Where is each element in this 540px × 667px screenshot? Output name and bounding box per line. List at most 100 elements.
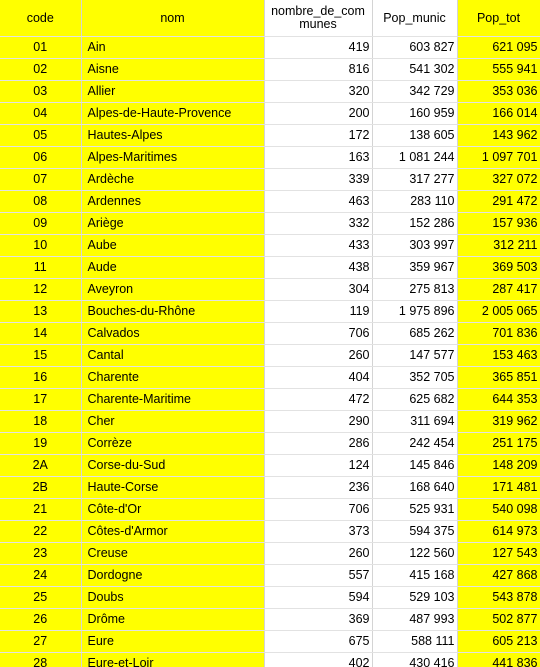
cell-nom[interactable]: Alpes-Maritimes [81,146,265,169]
cell-pop-tot[interactable]: 287 417 [457,278,540,301]
cell-code[interactable]: 07 [0,168,82,191]
cell-nom[interactable]: Corrèze [81,432,265,455]
cell-nom[interactable]: Dordogne [81,564,265,587]
cell-pop-tot[interactable]: 127 543 [457,542,540,565]
cell-nom[interactable]: Bouches-du-Rhône [81,300,265,323]
cell-nombre-de-communes[interactable]: 369 [264,608,373,631]
cell-code[interactable]: 04 [0,102,82,125]
cell-pop-tot[interactable]: 143 962 [457,124,540,147]
cell-pop-tot[interactable]: 319 962 [457,410,540,433]
cell-nombre-de-communes[interactable]: 260 [264,542,373,565]
cell-nombre-de-communes[interactable]: 402 [264,652,373,667]
cell-pop-munic[interactable]: 342 729 [372,80,458,103]
cell-nom[interactable]: Alpes-de-Haute-Provence [81,102,265,125]
cell-nombre-de-communes[interactable]: 706 [264,498,373,521]
cell-nombre-de-communes[interactable]: 816 [264,58,373,81]
cell-nom[interactable]: Ain [81,36,265,59]
cell-nom[interactable]: Corse-du-Sud [81,454,265,477]
cell-code[interactable]: 21 [0,498,82,521]
cell-nom[interactable]: Aube [81,234,265,257]
cell-pop-munic[interactable]: 588 111 [372,630,458,653]
cell-code[interactable]: 09 [0,212,82,235]
header-pop-tot[interactable]: Pop_tot [457,0,540,37]
cell-pop-munic[interactable]: 1 975 896 [372,300,458,323]
cell-nom[interactable]: Ardèche [81,168,265,191]
cell-pop-tot[interactable]: 441 836 [457,652,540,667]
cell-code[interactable]: 16 [0,366,82,389]
cell-pop-tot[interactable]: 369 503 [457,256,540,279]
cell-nombre-de-communes[interactable]: 172 [264,124,373,147]
header-nombre-de-communes[interactable]: nombre_de_communes [264,0,373,37]
cell-nombre-de-communes[interactable]: 463 [264,190,373,213]
cell-pop-tot[interactable]: 605 213 [457,630,540,653]
cell-pop-munic[interactable]: 415 168 [372,564,458,587]
cell-nom[interactable]: Charente-Maritime [81,388,265,411]
cell-nom[interactable]: Creuse [81,542,265,565]
header-code[interactable]: code [0,0,82,37]
cell-pop-munic[interactable]: 275 813 [372,278,458,301]
cell-code[interactable]: 14 [0,322,82,345]
cell-pop-munic[interactable]: 283 110 [372,190,458,213]
cell-code[interactable]: 08 [0,190,82,213]
cell-pop-tot[interactable]: 327 072 [457,168,540,191]
cell-nombre-de-communes[interactable]: 675 [264,630,373,653]
cell-pop-tot[interactable]: 543 878 [457,586,540,609]
cell-code[interactable]: 10 [0,234,82,257]
cell-nombre-de-communes[interactable]: 433 [264,234,373,257]
cell-pop-munic[interactable]: 160 959 [372,102,458,125]
cell-nom[interactable]: Haute-Corse [81,476,265,499]
cell-pop-tot[interactable]: 153 463 [457,344,540,367]
cell-nombre-de-communes[interactable]: 419 [264,36,373,59]
cell-pop-munic[interactable]: 525 931 [372,498,458,521]
cell-pop-munic[interactable]: 152 286 [372,212,458,235]
cell-nom[interactable]: Ardennes [81,190,265,213]
cell-pop-munic[interactable]: 317 277 [372,168,458,191]
cell-nom[interactable]: Ariège [81,212,265,235]
cell-pop-tot[interactable]: 312 211 [457,234,540,257]
cell-code[interactable]: 11 [0,256,82,279]
cell-nombre-de-communes[interactable]: 320 [264,80,373,103]
header-nom[interactable]: nom [81,0,265,37]
cell-nombre-de-communes[interactable]: 304 [264,278,373,301]
cell-pop-tot[interactable]: 353 036 [457,80,540,103]
cell-pop-munic[interactable]: 122 560 [372,542,458,565]
cell-code[interactable]: 24 [0,564,82,587]
cell-nom[interactable]: Charente [81,366,265,389]
cell-code[interactable]: 05 [0,124,82,147]
cell-code[interactable]: 17 [0,388,82,411]
cell-nombre-de-communes[interactable]: 438 [264,256,373,279]
cell-code[interactable]: 15 [0,344,82,367]
cell-pop-tot[interactable]: 644 353 [457,388,540,411]
cell-pop-tot[interactable]: 1 097 701 [457,146,540,169]
cell-code[interactable]: 28 [0,652,82,667]
cell-code[interactable]: 03 [0,80,82,103]
cell-code[interactable]: 2B [0,476,82,499]
cell-nom[interactable]: Aveyron [81,278,265,301]
header-pop-munic[interactable]: Pop_munic [372,0,458,37]
cell-pop-munic[interactable]: 147 577 [372,344,458,367]
cell-pop-tot[interactable]: 614 973 [457,520,540,543]
cell-pop-tot[interactable]: 291 472 [457,190,540,213]
cell-pop-munic[interactable]: 594 375 [372,520,458,543]
cell-nombre-de-communes[interactable]: 594 [264,586,373,609]
cell-nom[interactable]: Aisne [81,58,265,81]
cell-pop-tot[interactable]: 502 877 [457,608,540,631]
cell-nombre-de-communes[interactable]: 332 [264,212,373,235]
cell-code[interactable]: 12 [0,278,82,301]
cell-nombre-de-communes[interactable]: 557 [264,564,373,587]
cell-code[interactable]: 02 [0,58,82,81]
cell-code[interactable]: 27 [0,630,82,653]
cell-pop-tot[interactable]: 157 936 [457,212,540,235]
cell-nombre-de-communes[interactable]: 404 [264,366,373,389]
cell-code[interactable]: 2A [0,454,82,477]
cell-pop-tot[interactable]: 166 014 [457,102,540,125]
cell-nom[interactable]: Eure-et-Loir [81,652,265,667]
cell-pop-munic[interactable]: 625 682 [372,388,458,411]
cell-nombre-de-communes[interactable]: 163 [264,146,373,169]
cell-code[interactable]: 19 [0,432,82,455]
cell-pop-munic[interactable]: 685 262 [372,322,458,345]
cell-nom[interactable]: Doubs [81,586,265,609]
cell-pop-munic[interactable]: 359 967 [372,256,458,279]
cell-pop-munic[interactable]: 145 846 [372,454,458,477]
